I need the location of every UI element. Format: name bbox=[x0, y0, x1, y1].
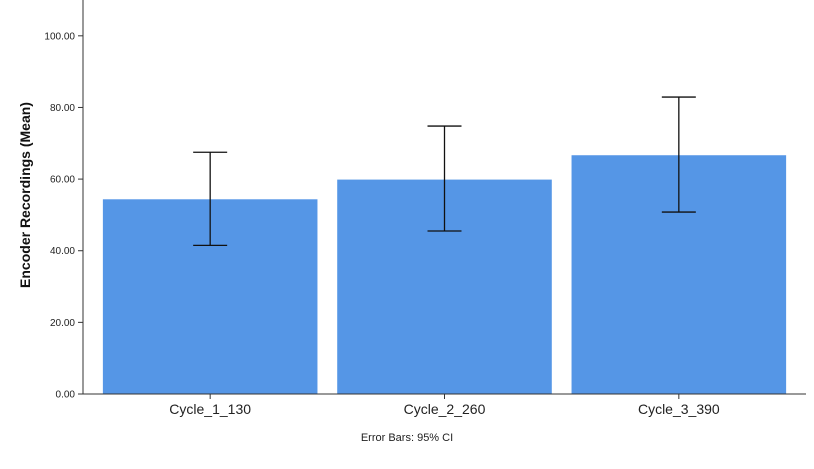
x-ticks-group: Cycle_1_130 Cycle_2_260 Cycle_3_390 bbox=[169, 394, 720, 417]
y-tick-label: 60.00 bbox=[50, 175, 75, 186]
y-tick-label: 80.00 bbox=[50, 103, 75, 114]
y-tick-label: 20.00 bbox=[50, 318, 75, 329]
error-bars-group bbox=[193, 96, 696, 247]
error-bar-cycle-3-390 bbox=[661, 96, 696, 213]
error-bar-cycle-2-260 bbox=[427, 125, 462, 232]
y-tick-label: 40.00 bbox=[50, 246, 75, 257]
x-tick-label: Cycle_2_260 bbox=[404, 401, 486, 417]
y-tick-label: 0.00 bbox=[56, 390, 76, 401]
error-bars-footnote: Error Bars: 95% CI bbox=[361, 432, 453, 444]
x-tick-label: Cycle_3_390 bbox=[638, 401, 720, 417]
y-axis-title: Encoder Recordings (Mean) bbox=[17, 102, 33, 288]
x-tick-label: Cycle_1_130 bbox=[169, 401, 251, 417]
y-tick-label: 100.00 bbox=[44, 31, 75, 42]
y-ticks-group: 0.00 20.00 40.00 60.00 80.00 100.00 bbox=[44, 31, 83, 401]
error-bar-cycle-1-130 bbox=[193, 151, 228, 247]
